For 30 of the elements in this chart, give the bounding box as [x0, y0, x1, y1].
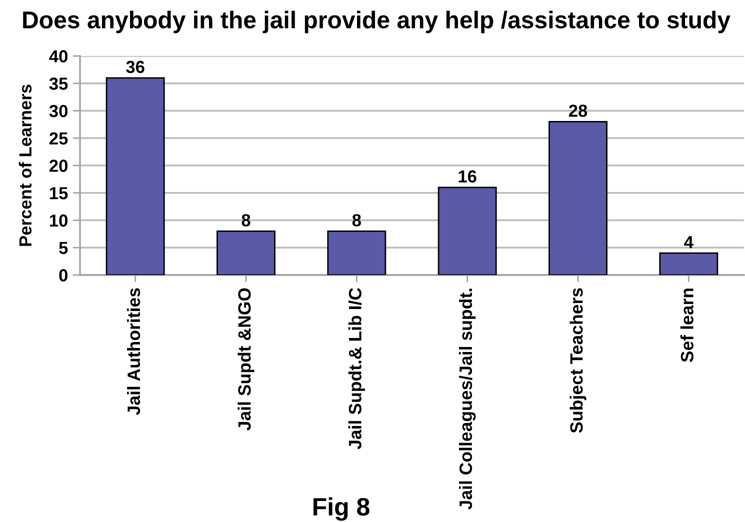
y-tick-label: 15	[50, 187, 68, 200]
x-tick-label: Subject Teachers	[570, 288, 586, 433]
y-tick-label: 40	[49, 50, 68, 62]
data-label: 28	[568, 104, 588, 117]
data-label: 4	[684, 236, 694, 248]
y-tick-label: 25	[49, 132, 68, 145]
data-label: 36	[126, 60, 144, 74]
caption: Fig 8	[314, 497, 370, 521]
data-label: 8	[242, 214, 250, 226]
x-tick-label: Jail Supdt &NGO	[238, 288, 254, 430]
data-label: 16	[458, 170, 476, 183]
x-tick-label: Jail Authorities	[127, 288, 140, 415]
y-axis-title: Percent of Learners	[18, 84, 32, 246]
y-tick-label: 30	[49, 104, 68, 118]
bar	[548, 121, 608, 275]
x-tick-label: Jail Colleagues/Jail supdt.	[459, 288, 476, 510]
data-label: 8	[352, 214, 361, 226]
y-tick-label: 20	[49, 160, 68, 172]
chart-title: Does anybody in the jail provide any help /assistance to study	[23, 10, 730, 34]
bar	[106, 77, 165, 275]
y-tick-label: 10	[50, 214, 68, 227]
x-tick-label: Sef learn	[680, 288, 694, 362]
y-tick-label: 5	[59, 242, 68, 254]
y-tick-label: 0	[59, 269, 68, 282]
y-tick-label: 35	[49, 78, 68, 90]
bar	[659, 252, 718, 275]
bar	[438, 186, 497, 275]
x-tick-label: Jail Supdt.& Lib I/C	[348, 288, 365, 450]
bar	[327, 230, 386, 275]
bar	[216, 230, 276, 275]
